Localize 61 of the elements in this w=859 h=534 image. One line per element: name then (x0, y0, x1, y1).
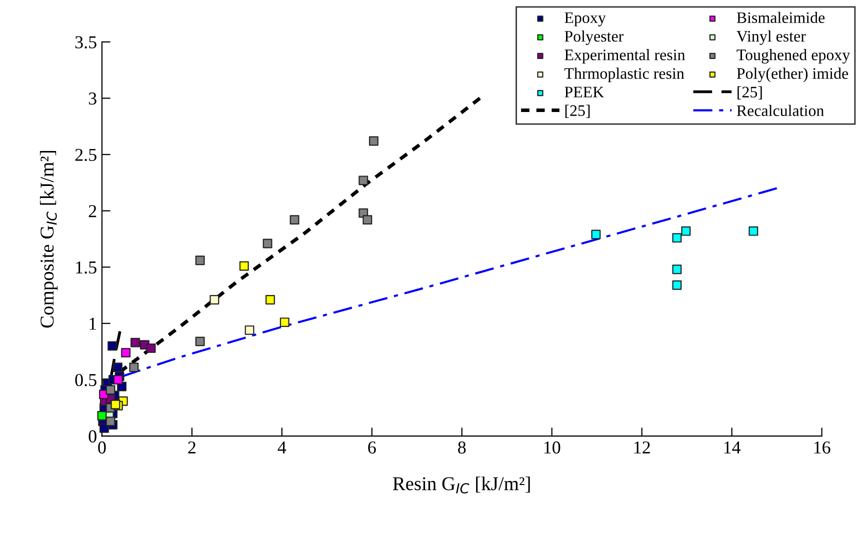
point (97, 411, 107, 420)
point (591, 230, 601, 240)
point (112, 362, 122, 372)
point (262, 238, 272, 248)
point (129, 362, 139, 372)
y-tick-label: 2 (88, 205, 96, 218)
y-tick-label: 3.5 (75, 36, 96, 48)
point (681, 226, 691, 236)
legend-label: Experimental resin (564, 49, 686, 64)
y-tick-label: 0 (88, 430, 96, 442)
legend-label: Polyester (564, 30, 624, 45)
legend-label: Epoxy (564, 12, 606, 26)
legend-label: Thrmoplastic resin (564, 68, 684, 82)
y-tick-label: 0.5 (75, 374, 96, 386)
x-tick-label: 4 (278, 442, 286, 454)
y-tick-label: 3 (88, 92, 96, 105)
legend-label: Recalculation (736, 104, 824, 116)
point (195, 336, 205, 346)
point (146, 343, 156, 353)
point (362, 215, 372, 225)
legend-label: Vinyl ester (736, 30, 806, 45)
point (368, 136, 378, 146)
x-tick-label: 2 (188, 441, 196, 454)
x-tick-label: 0 (98, 441, 106, 454)
point (239, 261, 249, 271)
point (195, 256, 205, 266)
point (210, 295, 220, 304)
y-tick-label: 1 (90, 318, 96, 330)
point (110, 400, 120, 410)
point (130, 338, 140, 348)
point (290, 215, 300, 225)
point (280, 318, 290, 328)
point (748, 226, 758, 236)
point (99, 423, 109, 433)
point (266, 295, 275, 304)
legend-label: [25] (738, 86, 762, 100)
x-tick-label: 12 (634, 441, 650, 454)
y-tick-label: 2.5 (75, 148, 96, 162)
x-tick-label: 10 (544, 441, 560, 454)
point (108, 341, 118, 351)
legend-label: Toughened epoxy (736, 49, 850, 64)
point (106, 385, 116, 395)
x-tick-label: 16 (814, 441, 830, 454)
point (244, 325, 254, 335)
point (672, 280, 682, 290)
x-axis-title: Resin G$_{IC}$ [kJ/m²] (392, 476, 530, 494)
x-tick-label: 14 (724, 441, 741, 454)
point (106, 416, 116, 426)
point (672, 233, 682, 243)
point (672, 264, 682, 274)
legend-label: Poly(ether) imide (736, 68, 848, 82)
x-tick-label: 8 (458, 441, 466, 454)
y-tick-label: 1.5 (76, 261, 96, 274)
legend-label: PEEK (564, 86, 604, 98)
y-axis-title: Composite G$_{IC}$ [kJ/m²] (40, 150, 58, 328)
legend-label: Bismaleimide (736, 12, 825, 24)
legend-label: [25] (565, 104, 590, 118)
x-tick-label: 6 (368, 441, 376, 454)
point (113, 374, 123, 384)
point (121, 348, 131, 358)
point (358, 176, 368, 186)
